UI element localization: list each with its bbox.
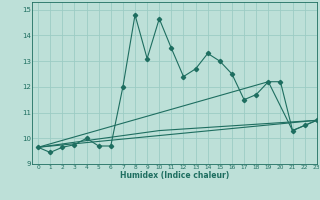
X-axis label: Humidex (Indice chaleur): Humidex (Indice chaleur) (120, 171, 229, 180)
